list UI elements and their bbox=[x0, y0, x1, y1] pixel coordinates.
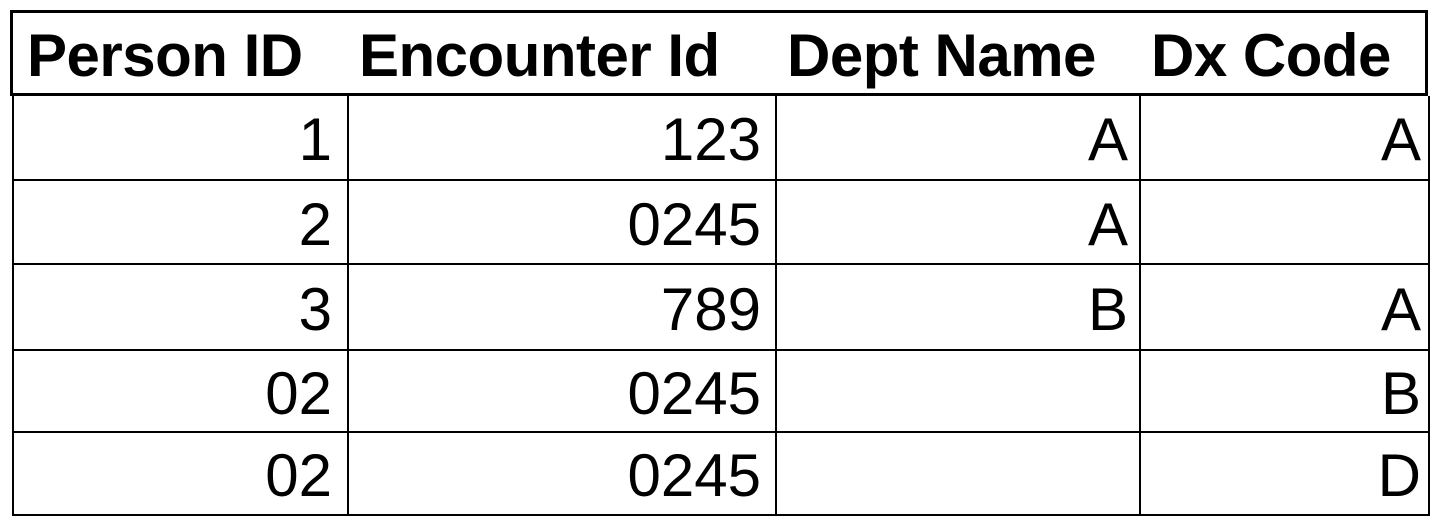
cell-dept-name bbox=[777, 350, 1128, 434]
row-divider bbox=[14, 263, 1428, 265]
cell-dept-name: A bbox=[1087, 191, 1128, 258]
row-divider bbox=[14, 349, 1428, 351]
cell-dx-code: A bbox=[1380, 106, 1421, 173]
row-divider bbox=[14, 431, 1428, 433]
cell-dx-code: D bbox=[1377, 442, 1421, 509]
table-body: 1 123 A A 2 0245 A 3 789 B A 02 0245 B 0… bbox=[12, 96, 1430, 516]
cell-encounter-id: 789 bbox=[660, 276, 761, 343]
cell-dx-code: A bbox=[1380, 276, 1421, 343]
cell-encounter-id: 123 bbox=[660, 106, 761, 173]
column-divider bbox=[1139, 96, 1141, 514]
cell-dept-name bbox=[777, 432, 1128, 516]
row-divider bbox=[14, 179, 1428, 181]
column-divider bbox=[775, 96, 777, 514]
cell-person-id: 2 bbox=[298, 191, 332, 258]
cell-encounter-id: 0245 bbox=[627, 442, 761, 509]
table-header-row: Person ID Encounter Id Dept Name Dx Code bbox=[10, 10, 1428, 96]
cell-dx-code bbox=[1141, 181, 1421, 265]
cell-person-id: 02 bbox=[265, 442, 332, 509]
header-person-id: Person ID bbox=[27, 22, 303, 89]
cell-person-id: 3 bbox=[298, 276, 332, 343]
column-divider bbox=[347, 96, 349, 514]
cell-person-id: 1 bbox=[298, 106, 332, 173]
cell-encounter-id: 0245 bbox=[627, 191, 761, 258]
cell-dx-code: B bbox=[1380, 360, 1421, 427]
cell-person-id: 02 bbox=[265, 360, 332, 427]
header-dx-code: Dx Code bbox=[1151, 22, 1391, 89]
cell-dept-name: B bbox=[1087, 276, 1128, 343]
header-encounter-id: Encounter Id bbox=[359, 22, 720, 89]
cell-dept-name: A bbox=[1087, 106, 1128, 173]
header-dept-name: Dept Name bbox=[787, 22, 1096, 89]
cell-encounter-id: 0245 bbox=[627, 360, 761, 427]
